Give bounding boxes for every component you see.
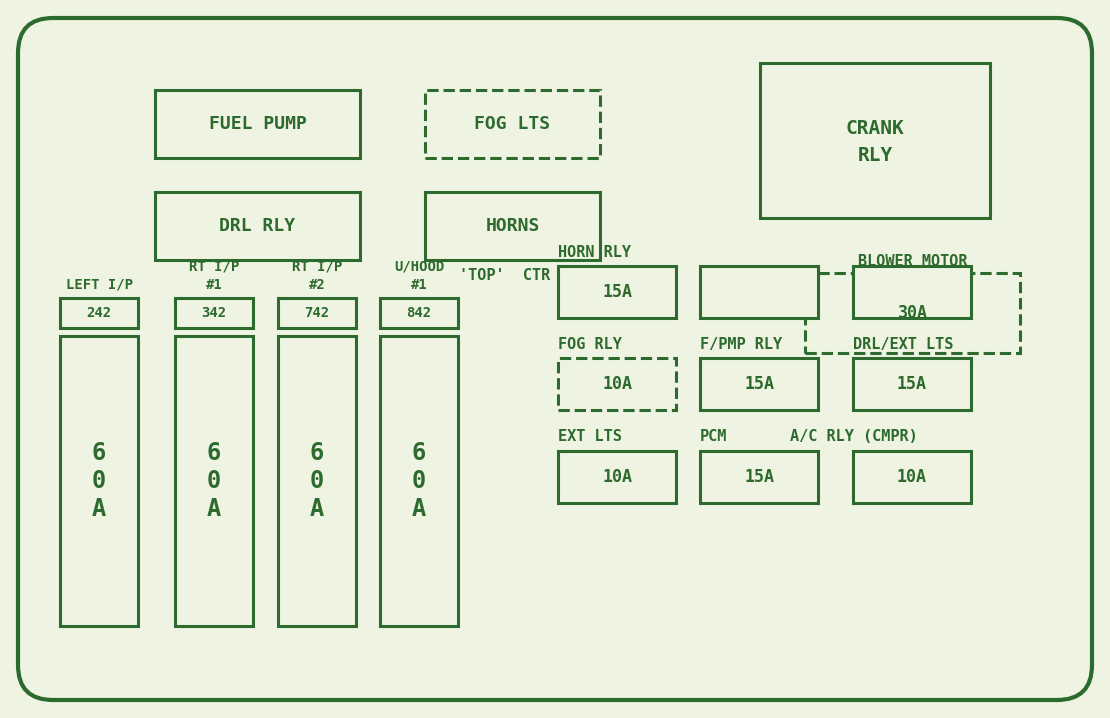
Text: 6: 6: [412, 441, 426, 465]
Text: 742: 742: [304, 306, 330, 320]
Text: CRANK: CRANK: [846, 119, 905, 138]
FancyBboxPatch shape: [18, 18, 1092, 700]
Bar: [60, 298, 138, 328]
Text: 0: 0: [206, 469, 221, 493]
Bar: [380, 298, 458, 328]
Text: 342: 342: [201, 306, 226, 320]
Text: 10A: 10A: [897, 468, 927, 486]
Text: 15A: 15A: [602, 283, 632, 301]
Text: 0: 0: [310, 469, 324, 493]
Text: RT I/P: RT I/P: [292, 260, 342, 274]
Bar: [425, 192, 601, 260]
Text: PCM: PCM: [700, 429, 727, 444]
Text: RT I/P: RT I/P: [189, 260, 239, 274]
Text: 6: 6: [92, 441, 107, 465]
Text: FUEL PUMP: FUEL PUMP: [209, 115, 306, 133]
Text: 15A: 15A: [744, 468, 774, 486]
Bar: [760, 63, 990, 218]
Text: #2: #2: [309, 278, 325, 292]
Text: DRL/EXT LTS: DRL/EXT LTS: [852, 337, 953, 352]
Text: RLY: RLY: [857, 146, 892, 165]
Text: HORN RLY: HORN RLY: [558, 245, 630, 260]
Text: 6: 6: [206, 441, 221, 465]
Bar: [155, 90, 360, 158]
Text: 'TOP'  CTR: 'TOP' CTR: [460, 268, 551, 283]
Bar: [852, 451, 971, 503]
Text: A: A: [310, 497, 324, 521]
Bar: [175, 298, 253, 328]
Text: FOG LTS: FOG LTS: [474, 115, 551, 133]
Text: 10A: 10A: [602, 375, 632, 393]
Bar: [558, 266, 676, 318]
Text: 15A: 15A: [744, 375, 774, 393]
Text: BLOWER MOTOR: BLOWER MOTOR: [858, 254, 967, 269]
Text: U/HOOD: U/HOOD: [394, 260, 444, 274]
Bar: [700, 358, 818, 410]
Bar: [558, 358, 676, 410]
Text: A/C RLY (CMPR): A/C RLY (CMPR): [790, 429, 918, 444]
Text: A: A: [92, 497, 107, 521]
Text: #1: #1: [205, 278, 222, 292]
Text: 242: 242: [87, 306, 112, 320]
Bar: [380, 336, 458, 626]
Text: 0: 0: [92, 469, 107, 493]
Text: 15A: 15A: [897, 375, 927, 393]
Bar: [278, 298, 356, 328]
Bar: [425, 90, 601, 158]
Bar: [60, 336, 138, 626]
Text: DRL RLY: DRL RLY: [220, 217, 295, 235]
Text: FOG RLY: FOG RLY: [558, 337, 622, 352]
Text: 6: 6: [310, 441, 324, 465]
Bar: [852, 266, 971, 318]
Text: 0: 0: [412, 469, 426, 493]
Text: EXT LTS: EXT LTS: [558, 429, 622, 444]
Bar: [852, 358, 971, 410]
Bar: [155, 192, 360, 260]
Text: #1: #1: [411, 278, 427, 292]
Bar: [558, 451, 676, 503]
Bar: [805, 273, 1020, 353]
Bar: [278, 336, 356, 626]
Text: F/PMP RLY: F/PMP RLY: [700, 337, 783, 352]
Bar: [700, 266, 818, 318]
Text: 30A: 30A: [898, 304, 928, 322]
Text: 10A: 10A: [602, 468, 632, 486]
Text: 842: 842: [406, 306, 432, 320]
Bar: [175, 336, 253, 626]
Bar: [700, 451, 818, 503]
Text: A: A: [412, 497, 426, 521]
Text: A: A: [206, 497, 221, 521]
Text: HORNS: HORNS: [485, 217, 539, 235]
Text: LEFT I/P: LEFT I/P: [65, 278, 132, 292]
